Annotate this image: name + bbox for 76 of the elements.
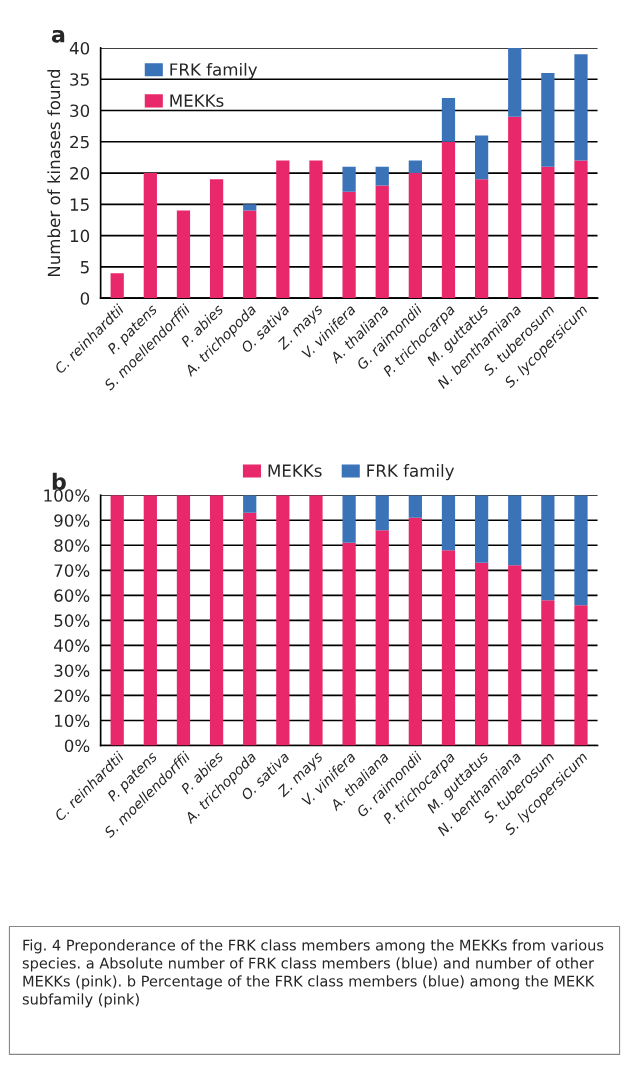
bar	[176, 210, 191, 299]
bar	[574, 495, 588, 606]
bar	[375, 185, 389, 299]
y-tick-label: 15	[70, 198, 89, 211]
bar	[143, 495, 157, 746]
y-tick-label: 60%	[54, 589, 90, 602]
bar	[342, 191, 356, 299]
bar	[508, 565, 522, 746]
bar	[309, 160, 323, 299]
bar	[441, 495, 456, 551]
y-tick-label: 70%	[54, 564, 90, 577]
bar	[541, 495, 555, 601]
bar	[176, 495, 191, 746]
y-tick-label: 20%	[54, 689, 90, 703]
bar	[574, 605, 588, 746]
bar	[209, 179, 224, 299]
bar	[143, 173, 157, 299]
bar	[541, 600, 555, 746]
bar	[474, 562, 489, 746]
bar	[243, 210, 257, 299]
bar	[408, 517, 422, 746]
legend-label: MEKKs	[170, 94, 224, 107]
bar	[508, 116, 522, 299]
legend-label: FRK family	[367, 464, 455, 481]
y-axis-title: Number of kinases found	[47, 69, 61, 277]
y-tick-label: 30	[70, 104, 90, 118]
legend-label: FRK family	[170, 62, 258, 80]
chart-title: b	[52, 472, 66, 490]
bar	[441, 550, 456, 746]
bar	[110, 273, 124, 299]
y-tick-label: 80%	[54, 539, 90, 552]
bar	[375, 166, 389, 186]
y-tick-label: 100%	[44, 489, 90, 502]
bar	[508, 47, 522, 117]
y-tick-label: 30%	[54, 664, 90, 677]
bar	[541, 166, 555, 299]
bar	[474, 179, 489, 299]
bar	[574, 160, 588, 299]
y-tick-label: 35	[70, 73, 89, 86]
bar	[243, 512, 257, 746]
legend-label: MEKKs	[268, 464, 322, 477]
caption: Fig. 4 Preponderance of the FRK class members among the MEKKs from various species. a Absolute number of FRK class members (blue) and number of other MEKKs (pink). b Percentage of the FRK class members (blue) among the MEKK subfamily (pink)	[22, 939, 604, 1008]
y-tick-label: 10%	[55, 714, 90, 728]
bar	[276, 495, 290, 746]
bar	[110, 495, 124, 746]
y-tick-label: 90%	[54, 514, 90, 527]
bar	[541, 72, 555, 167]
bar	[309, 495, 323, 746]
bar	[342, 495, 356, 543]
bar	[408, 160, 422, 174]
bar	[243, 204, 257, 211]
y-tick-label: 25	[70, 135, 89, 149]
bar	[375, 530, 389, 746]
y-tick-label: 10	[70, 229, 90, 243]
y-tick-label: 0%	[64, 739, 90, 753]
bar	[375, 495, 389, 531]
y-tick-label: 40%	[53, 639, 90, 652]
y-tick-label: 0	[80, 292, 90, 305]
y-tick-label: 50%	[54, 614, 90, 627]
bar	[574, 54, 588, 161]
bar	[408, 495, 422, 518]
y-tick-label: 40	[69, 41, 90, 55]
y-tick-label: 5	[80, 261, 89, 274]
chart-title: a	[51, 29, 65, 43]
bar	[209, 495, 224, 746]
bar	[508, 495, 522, 566]
bar	[342, 166, 356, 192]
bar	[243, 495, 257, 513]
bar	[342, 542, 356, 746]
y-tick-label: 20	[70, 167, 90, 180]
bar	[408, 173, 422, 299]
bar	[441, 141, 456, 299]
bar	[441, 97, 456, 142]
bar	[474, 495, 489, 563]
bar	[276, 160, 290, 299]
bar	[474, 135, 489, 180]
